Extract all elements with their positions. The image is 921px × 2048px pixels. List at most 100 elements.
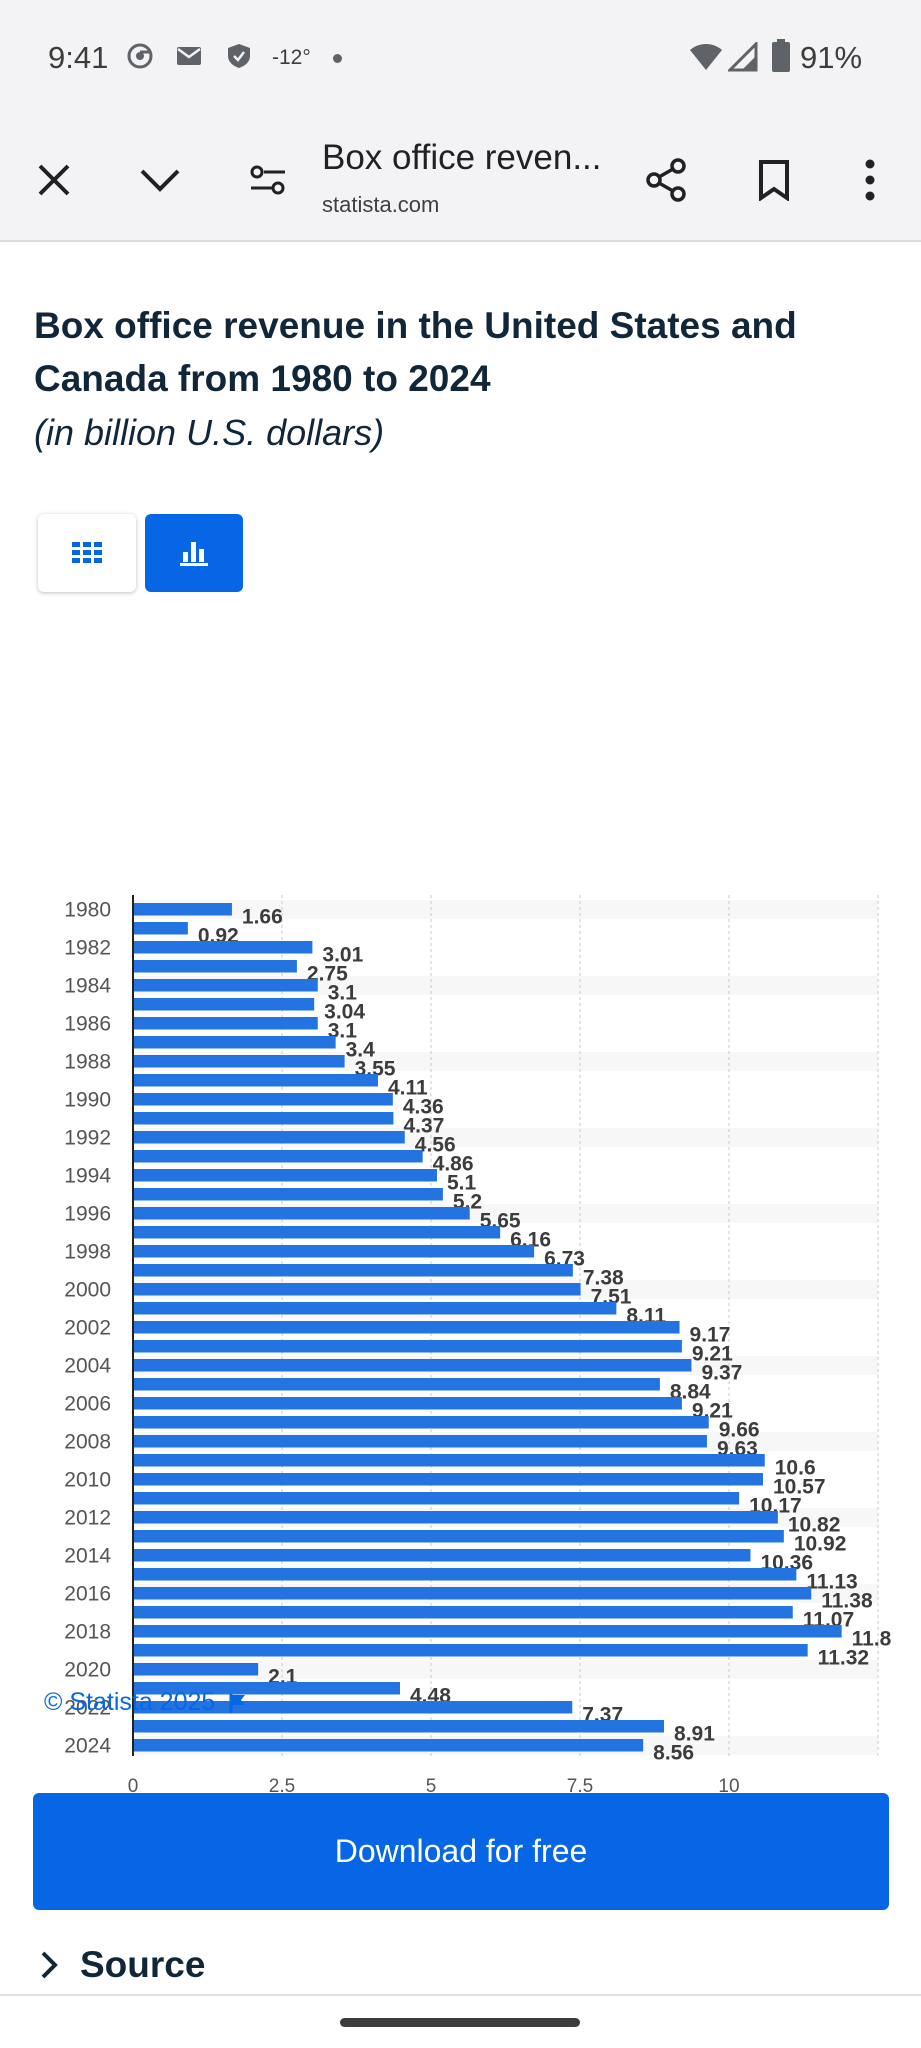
bar-2005[interactable] [133, 1378, 660, 1391]
bar-2001[interactable] [133, 1302, 617, 1315]
bar-1991[interactable] [133, 1112, 394, 1125]
bar-2016[interactable] [133, 1587, 812, 1600]
y-tick-label: 2008 [64, 1430, 111, 1453]
bar-2023[interactable] [133, 1720, 665, 1733]
value-label-1987: 3.4 [346, 1039, 376, 1062]
value-label-1992: 4.56 [415, 1134, 456, 1157]
bar-1985[interactable] [133, 998, 315, 1011]
custom-tab-toolbar: Box office reven... statista.com [0, 118, 921, 242]
value-label-1990: 4.36 [403, 1096, 444, 1119]
y-tick-label: 1994 [64, 1164, 111, 1187]
bar-2002[interactable] [133, 1321, 680, 1334]
bar-1997[interactable] [133, 1226, 501, 1239]
value-label-1984: 3.1 [328, 982, 358, 1005]
minimize-tab-button[interactable] [128, 148, 192, 212]
chart-title: Box office revenue in the United States … [34, 305, 797, 399]
x-tick-label: 7.5 [567, 1776, 593, 1797]
bar-1983[interactable] [133, 960, 297, 973]
bar-2010[interactable] [133, 1473, 763, 1486]
bar-1984[interactable] [133, 979, 318, 992]
bar-1998[interactable] [133, 1245, 535, 1258]
bookmark-button[interactable] [742, 148, 806, 212]
share-button[interactable] [634, 148, 698, 212]
page-settings-icon [250, 165, 285, 195]
bar-2003[interactable] [133, 1340, 682, 1353]
status-temperature: -12° [272, 46, 311, 69]
bar-1981[interactable] [133, 922, 188, 935]
bar-1982[interactable] [133, 941, 313, 954]
bar-1992[interactable] [133, 1131, 405, 1144]
bar-1999[interactable] [133, 1264, 573, 1277]
row-band [133, 1014, 878, 1033]
close-icon [38, 164, 70, 196]
y-tick-label: 2024 [64, 1734, 111, 1757]
flag-icon [229, 1693, 246, 1713]
bar-2007[interactable] [133, 1416, 709, 1429]
y-tick-label: 1998 [64, 1240, 111, 1263]
page-settings-button[interactable] [236, 148, 300, 212]
chart-view-toggle[interactable] [145, 514, 243, 592]
download-button[interactable]: Download for free [33, 1793, 889, 1910]
value-label-1989: 4.11 [388, 1077, 428, 1100]
bar-1996[interactable] [133, 1207, 470, 1220]
y-tick-label: 2006 [64, 1392, 111, 1415]
page-title: Box office reven... [322, 138, 602, 177]
bar-2011[interactable] [133, 1492, 740, 1505]
status-bar: 9:41 -12° 91% [0, 0, 921, 118]
bar-1994[interactable] [133, 1169, 437, 1182]
home-indicator [340, 2018, 580, 2027]
y-tick-label: 2000 [64, 1278, 111, 1301]
bar-1986[interactable] [133, 1017, 318, 1030]
close-tab-button[interactable] [22, 148, 86, 212]
y-tick-label: 1990 [64, 1088, 111, 1111]
more-vert-icon [865, 159, 875, 201]
y-tick-label: 2022 [64, 1696, 111, 1719]
bar-2020[interactable] [133, 1663, 259, 1676]
signal-icon [728, 42, 758, 72]
row-band [133, 900, 878, 919]
bar-1995[interactable] [133, 1188, 443, 1201]
bar-1993[interactable] [133, 1150, 423, 1163]
bar-2019[interactable] [133, 1644, 808, 1657]
more-options-button[interactable] [838, 148, 902, 212]
y-tick-label: 1980 [64, 898, 111, 921]
bar-2000[interactable] [133, 1283, 581, 1296]
value-label-1993: 4.86 [433, 1153, 474, 1176]
source-expander[interactable]: Source [40, 1944, 205, 1986]
statista-copyright-link[interactable]: © Statista 2025 [44, 1688, 247, 1717]
value-label-2015: 11.13 [806, 1571, 857, 1594]
value-label-1994: 5.1 [447, 1172, 477, 1195]
bar-2008[interactable] [133, 1435, 707, 1448]
notification-dot [333, 54, 342, 63]
row-band [133, 1660, 878, 1679]
bar-2013[interactable] [133, 1530, 784, 1543]
value-label-2002: 9.17 [690, 1324, 731, 1347]
bar-2021[interactable] [133, 1682, 401, 1695]
bar-2015[interactable] [133, 1568, 797, 1581]
copyright-text: © Statista 2025 [44, 1688, 216, 1716]
bar-1987[interactable] [133, 1036, 336, 1049]
shield-icon [228, 44, 250, 68]
bar-2012[interactable] [133, 1511, 778, 1524]
value-label-1991: 4.37 [403, 1115, 444, 1138]
bar-1988[interactable] [133, 1055, 345, 1068]
y-tick-label: 1992 [64, 1126, 111, 1149]
bar-2009[interactable] [133, 1454, 765, 1467]
y-tick-label: 2010 [64, 1468, 111, 1491]
chrome-icon [127, 43, 153, 69]
value-label-2007: 9.66 [719, 1419, 760, 1442]
table-view-toggle[interactable] [38, 514, 136, 592]
bar-1989[interactable] [133, 1074, 378, 1087]
value-label-2010: 10.57 [773, 1476, 826, 1499]
bar-1980[interactable] [133, 903, 232, 916]
bar-2006[interactable] [133, 1397, 682, 1410]
bar-2014[interactable] [133, 1549, 751, 1562]
value-label-2024: 8.56 [653, 1742, 694, 1765]
chevron-down-icon [140, 169, 180, 192]
bar-1990[interactable] [133, 1093, 393, 1106]
bar-2024[interactable] [133, 1739, 644, 1752]
bar-2018[interactable] [133, 1625, 842, 1638]
mail-icon [177, 47, 201, 65]
bar-2017[interactable] [133, 1606, 793, 1619]
bar-2004[interactable] [133, 1359, 692, 1372]
